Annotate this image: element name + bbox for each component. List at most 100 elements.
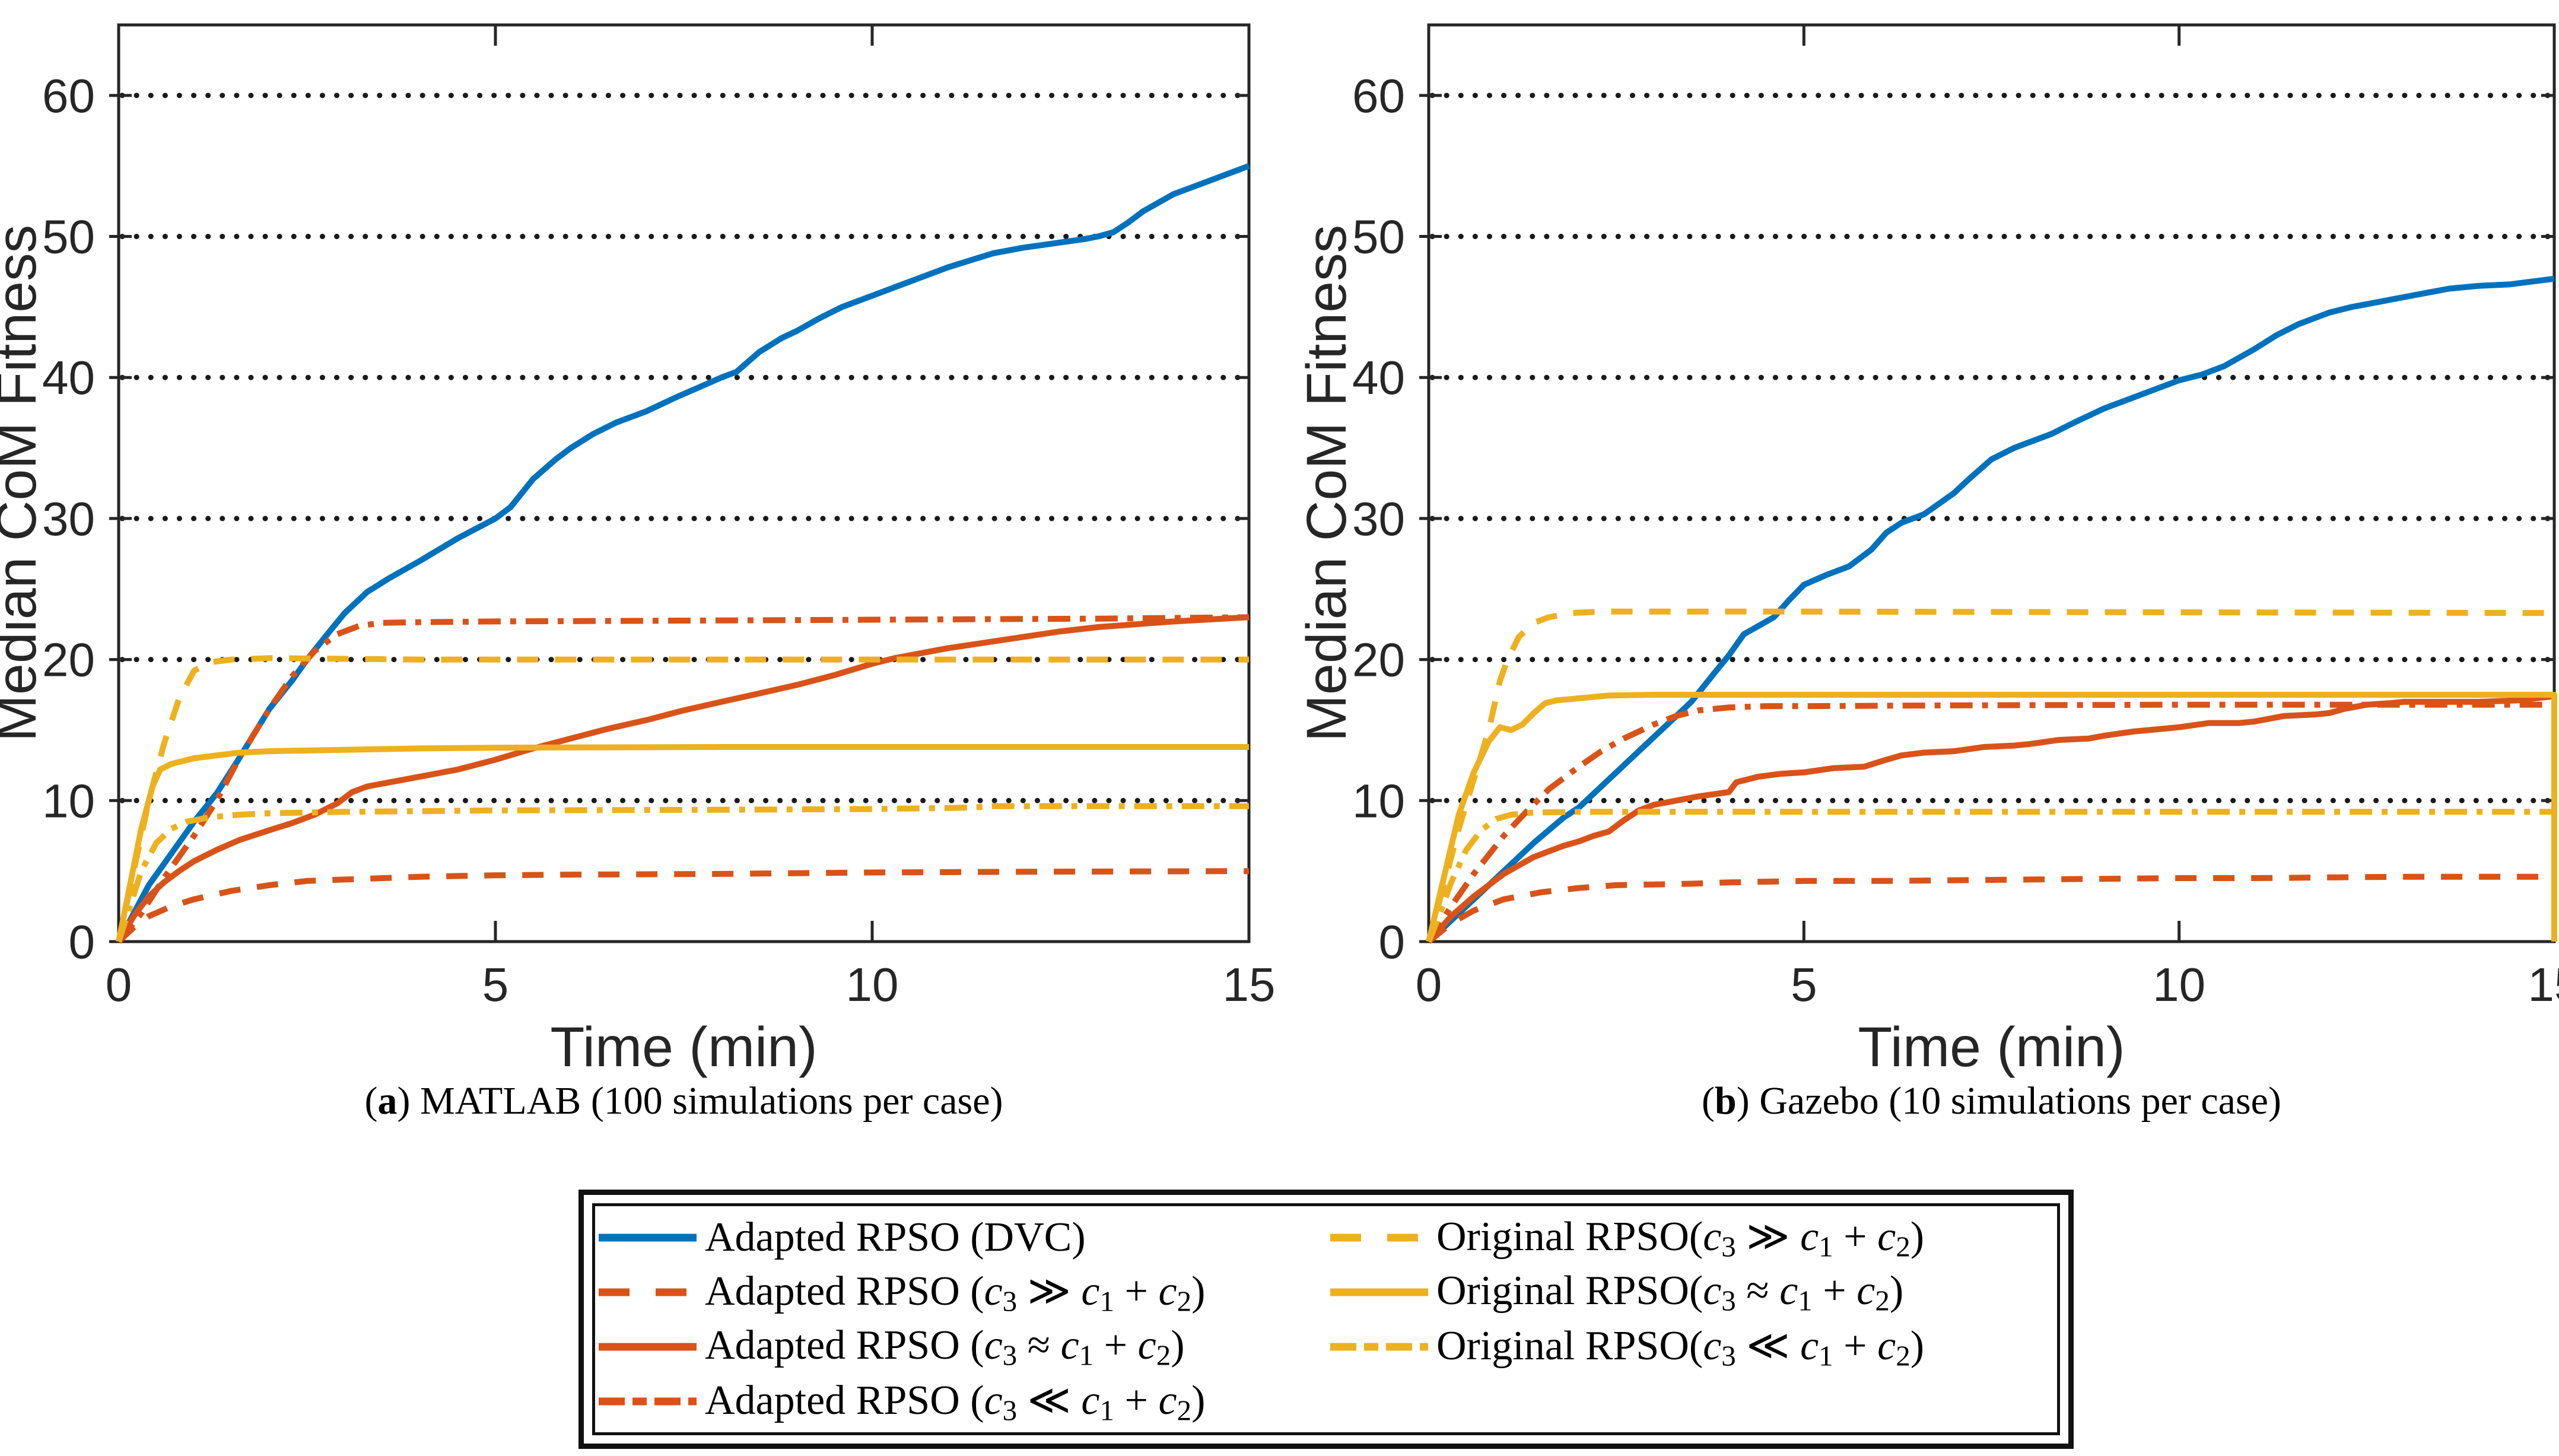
legend-item-0-2: Adapted RPSO (c3 ≈ c1 + c2) (599, 1320, 1205, 1374)
xtick-label-15-gazebo: 15 (2528, 958, 2559, 1011)
math-c: c (1877, 1214, 1896, 1260)
ytick-label-20-gazebo: 20 (1352, 634, 1405, 686)
math-subscript: 2 (1875, 1284, 1890, 1317)
math-subscript: 1 (1798, 1284, 1813, 1317)
series-line-gazebo-5 (1426, 692, 2557, 943)
legend-label: Adapted RPSO (c3 ≈ c1 + c2) (705, 1322, 1185, 1372)
legend-swatch-solid-yellow (1330, 1288, 1428, 1296)
math-c: c (1857, 1267, 1875, 1314)
series-line-gazebo-4 (1426, 608, 2555, 943)
ytick-label-40-gazebo: 40 (1352, 351, 1405, 404)
series-line-gazebo-0 (1426, 275, 2555, 944)
math-c: c (1137, 1322, 1156, 1368)
caption-chart-a: (a) MATLAB (100 simulations per case) (119, 1079, 1249, 1132)
ytick-label-0-gazebo: 0 (1379, 915, 1406, 968)
xtick-label-5-matlab: 5 (482, 958, 509, 1011)
legend-swatch-dashed-yellow (1330, 1234, 1428, 1242)
legend-column-left: Adapted RPSO (DVC) Adapted RPSO (c3 ≫ c1 … (599, 1210, 1205, 1429)
math-subscript: 2 (1156, 1339, 1171, 1372)
legend-label: Adapted RPSO (c3 ≫ c1 + c2) (705, 1269, 1206, 1318)
math-c: c (1158, 1378, 1177, 1424)
ytick-label-50-matlab: 50 (42, 211, 95, 263)
legend-item-0-1: Adapted RPSO (c3 ≫ c1 + c2) (599, 1265, 1205, 1320)
math-subscript: 3 (1002, 1285, 1018, 1318)
math-c: c (1060, 1322, 1079, 1368)
caption-a-letter: a (377, 1079, 398, 1123)
math-subscript: 3 (1721, 1230, 1736, 1263)
math-c: c (1877, 1323, 1896, 1369)
math-c: c (984, 1322, 1003, 1368)
legend-label: Original RPSO(c3 ≈ c1 + c2) (1436, 1267, 1904, 1317)
ytick-label-10-matlab: 10 (42, 774, 95, 827)
x-axis-label-gazebo: Time (min) (1858, 1016, 2125, 1079)
math-subscript: 1 (1819, 1339, 1833, 1372)
xtick-label-0-gazebo: 0 (1416, 958, 1442, 1011)
series-line-matlab-1 (116, 868, 1250, 944)
series-line-gazebo-2 (1426, 693, 2555, 944)
caption-a-close: ) (397, 1079, 420, 1123)
legend-item-0-3: Adapted RPSO (c3 ≪ c1 + c2) (599, 1374, 1205, 1429)
legend-item-1-2: Original RPSO(c3 ≪ c1 + c2) (1330, 1320, 1924, 1374)
legend-inner-border (592, 1203, 2060, 1435)
ytick-label-20-matlab: 20 (42, 634, 95, 686)
math-subscript: 1 (1099, 1285, 1115, 1318)
math-c: c (1703, 1214, 1722, 1260)
series-line-gazebo-6 (1426, 809, 2554, 943)
math-c: c (1800, 1323, 1819, 1369)
math-subscript: 2 (1177, 1394, 1192, 1427)
xtick-label-5-gazebo: 5 (1791, 958, 1817, 1011)
caption-chart-b: (b) Gazebo (10 simulations per case) (1429, 1079, 2554, 1132)
math-c: c (1703, 1323, 1722, 1369)
legend-swatch-dashdot-red (599, 1397, 697, 1406)
math-subscript: 2 (1896, 1339, 1910, 1372)
y-axis-label-matlab: Median CoM Fitness (0, 225, 48, 742)
legend-column-right: Original RPSO(c3 ≫ c1 + c2) Original RPSO… (1330, 1210, 1924, 1374)
math-subscript: 3 (1002, 1339, 1018, 1372)
series-line-matlab-5 (116, 744, 1249, 942)
legend-box: Adapted RPSO (DVC) Adapted RPSO (c3 ≫ c1 … (578, 1190, 2074, 1449)
series-line-matlab-2 (116, 614, 1250, 943)
caption-b-close: ) (1736, 1079, 1760, 1123)
legend-swatch-solid-red (599, 1343, 697, 1351)
ytick-label-50-gazebo: 50 (1352, 211, 1405, 263)
math-c: c (1779, 1267, 1798, 1314)
x-axis-label-matlab: Time (min) (550, 1016, 817, 1079)
math-subscript: 3 (1721, 1339, 1736, 1372)
ytick-label-60-gazebo: 60 (1352, 69, 1405, 122)
ytick-label-40-matlab: 40 (42, 351, 95, 404)
ytick-label-30-matlab: 30 (42, 492, 95, 545)
caption-b-letter: b (1715, 1079, 1737, 1123)
caption-a-open: ( (364, 1079, 378, 1123)
math-c: c (1158, 1269, 1177, 1315)
legend-swatch-dashdot-yellow (1330, 1343, 1428, 1351)
math-subscript: 2 (1177, 1285, 1192, 1318)
math-c: c (1081, 1378, 1100, 1424)
ytick-label-0-matlab: 0 (69, 915, 96, 968)
math-subscript: 1 (1079, 1339, 1094, 1372)
ytick-label-60-matlab: 60 (42, 69, 95, 122)
math-c: c (1800, 1214, 1819, 1260)
xtick-label-10-gazebo: 10 (2153, 958, 2205, 1011)
ytick-label-30-gazebo: 30 (1352, 492, 1405, 545)
math-subscript: 2 (1896, 1230, 1910, 1263)
series-line-gazebo-3 (1426, 701, 2557, 943)
y-axis-label-gazebo: Median CoM Fitness (1295, 225, 1358, 742)
legend-swatch-solid-blue (599, 1234, 697, 1242)
series-line-matlab-4 (116, 655, 1249, 943)
caption-a-text: MATLAB (100 simulations per case) (419, 1079, 1003, 1123)
xtick-label-0-matlab: 0 (106, 958, 132, 1011)
math-subscript: 3 (1002, 1394, 1018, 1427)
legend-label: Adapted RPSO (c3 ≪ c1 + c2) (705, 1378, 1206, 1427)
legend-item-0-0: Adapted RPSO (DVC) (599, 1210, 1205, 1265)
math-subscript: 1 (1819, 1230, 1833, 1263)
math-c: c (984, 1378, 1003, 1424)
plot-box-gazebo (1427, 23, 2556, 943)
ytick-label-10-gazebo: 10 (1352, 774, 1405, 827)
xtick-label-15-matlab: 15 (1223, 958, 1276, 1011)
legend-swatch-dashed-red (599, 1288, 697, 1296)
caption-b-open: ( (1702, 1079, 1715, 1123)
xtick-label-10-matlab: 10 (846, 958, 899, 1011)
legend-label: Original RPSO(c3 ≪ c1 + c2) (1436, 1323, 1925, 1372)
series-line-gazebo-1 (1426, 873, 2554, 944)
